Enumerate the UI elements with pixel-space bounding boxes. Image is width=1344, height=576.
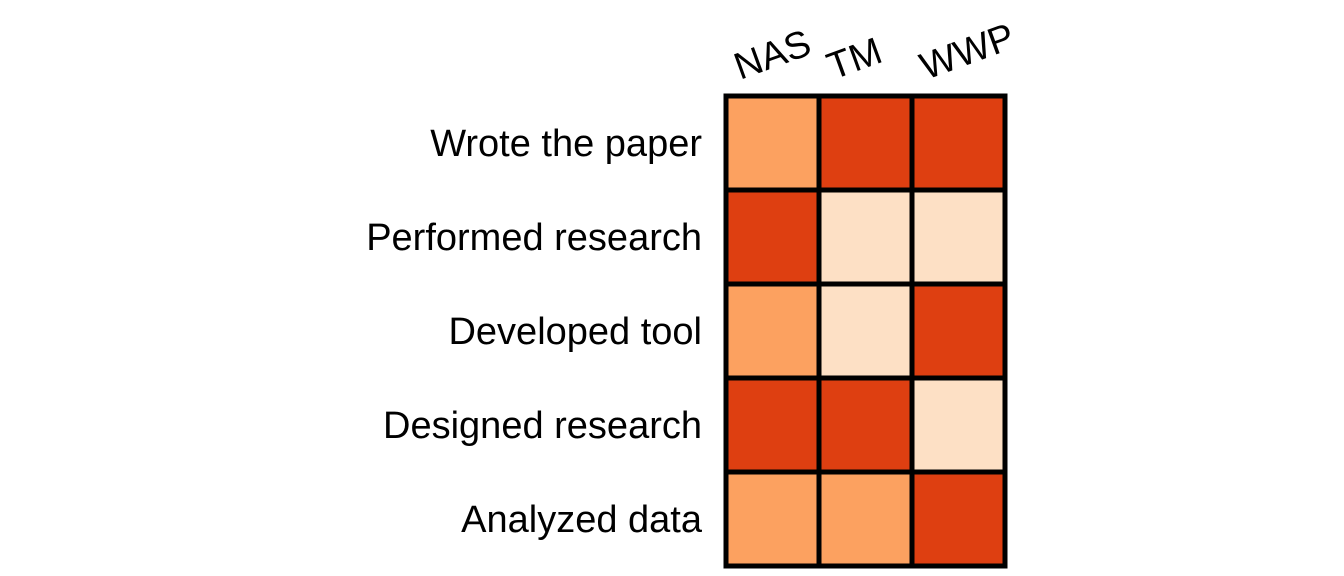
heatmap-cell bbox=[723, 93, 822, 193]
heatmap-cell bbox=[723, 375, 822, 475]
row-label: Analyzed data bbox=[461, 499, 703, 541]
column-label: TM bbox=[822, 30, 888, 88]
row-label: Wrote the paper bbox=[430, 123, 702, 165]
column-label: WWP bbox=[915, 16, 1021, 89]
heatmap-cell bbox=[816, 187, 915, 287]
row-label: Performed research bbox=[366, 217, 702, 259]
heatmap-cell bbox=[909, 187, 1008, 287]
heatmap-cell bbox=[723, 281, 822, 381]
row-label: Designed research bbox=[383, 405, 702, 447]
row-labels: Wrote the paper Performed research Develop… bbox=[366, 123, 703, 541]
heatmap-cell bbox=[909, 281, 1008, 381]
heatmap-cells bbox=[723, 93, 1008, 569]
heatmap-cell bbox=[816, 469, 915, 569]
heatmap-cell bbox=[723, 187, 822, 287]
heatmap-cell bbox=[723, 469, 822, 569]
column-labels: NAS TM WWP bbox=[729, 16, 1021, 89]
column-label: NAS bbox=[729, 22, 817, 88]
heatmap-cell bbox=[909, 375, 1008, 475]
heatmap-cell bbox=[909, 93, 1008, 193]
heatmap-cell bbox=[816, 375, 915, 475]
row-label: Developed tool bbox=[448, 311, 702, 353]
heatmap-cell bbox=[816, 93, 915, 193]
heatmap-cell bbox=[909, 469, 1008, 569]
heatmap-cell bbox=[816, 281, 915, 381]
